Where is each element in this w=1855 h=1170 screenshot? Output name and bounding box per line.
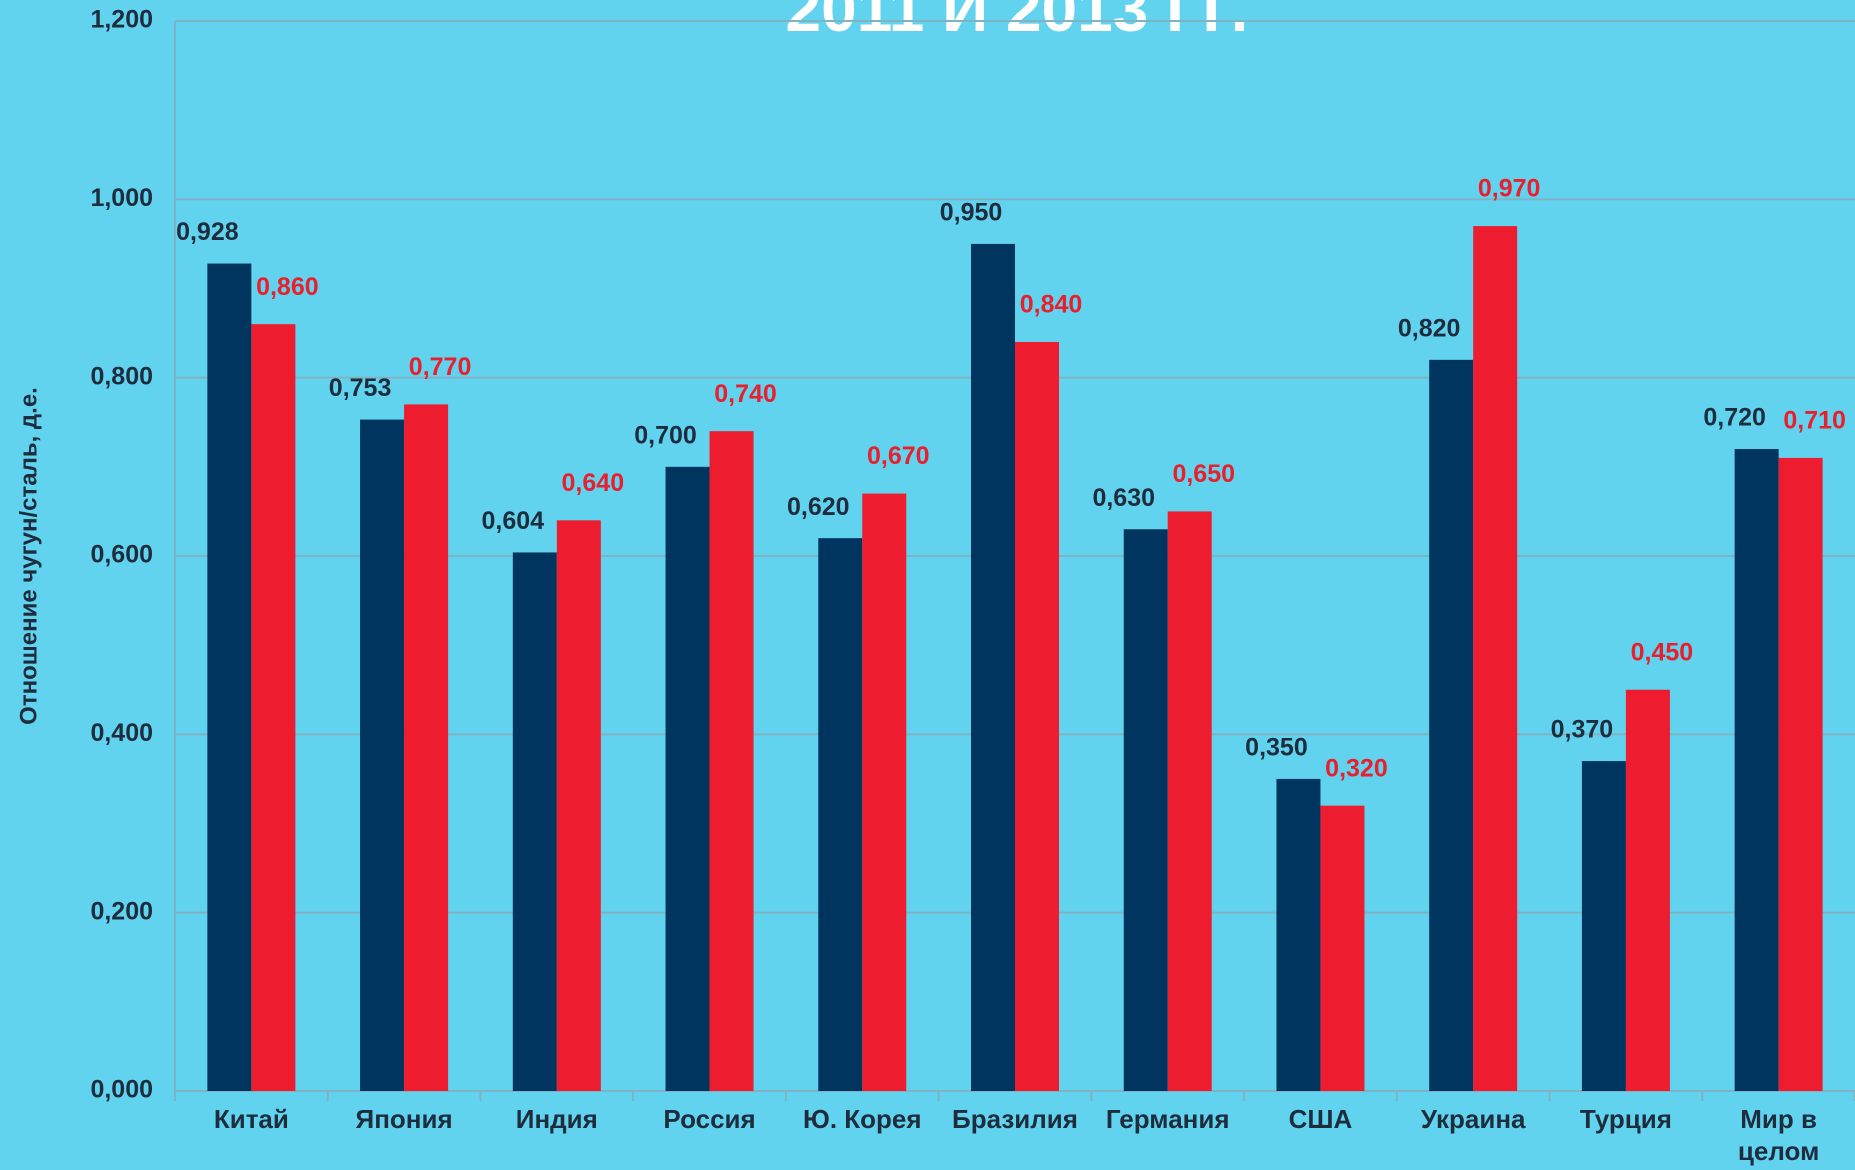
value-label: 0,350 bbox=[1245, 734, 1308, 762]
value-label: 0,320 bbox=[1325, 754, 1388, 782]
y-tick-label: 0,400 bbox=[90, 719, 153, 747]
bar bbox=[1625, 689, 1670, 1091]
x-tick-label: Китай bbox=[213, 1104, 289, 1134]
y-tick-label: 1,000 bbox=[90, 184, 153, 212]
bar bbox=[1123, 529, 1168, 1091]
bar bbox=[665, 466, 710, 1091]
bar bbox=[512, 552, 557, 1091]
x-tick-label: Турция bbox=[1579, 1104, 1672, 1134]
bar bbox=[818, 538, 863, 1091]
bar bbox=[1778, 457, 1823, 1092]
bar bbox=[360, 419, 405, 1091]
x-tick-label: Украина bbox=[1420, 1104, 1526, 1134]
bar bbox=[1429, 359, 1474, 1091]
y-tick-label: 0,600 bbox=[90, 541, 153, 569]
x-tick-label: Япония bbox=[355, 1104, 453, 1134]
y-tick-label: 0,800 bbox=[90, 362, 153, 390]
y-tick-label: 0,200 bbox=[90, 897, 153, 925]
value-label: 0,710 bbox=[1783, 407, 1846, 435]
value-label: 0,928 bbox=[176, 218, 239, 246]
value-label: 0,840 bbox=[1020, 291, 1083, 319]
value-label: 0,650 bbox=[1172, 460, 1235, 488]
y-tick-label: 1,200 bbox=[90, 6, 153, 34]
value-label: 0,640 bbox=[562, 469, 625, 497]
value-label: 0,860 bbox=[256, 273, 319, 301]
x-tick-label: Ю. Корея bbox=[803, 1104, 922, 1134]
bar bbox=[1734, 449, 1779, 1091]
bar bbox=[1276, 778, 1321, 1091]
value-label: 0,753 bbox=[329, 374, 392, 402]
bar bbox=[207, 263, 252, 1091]
x-tick-label: Мир в целом bbox=[1737, 1104, 1820, 1166]
value-label: 0,820 bbox=[1398, 314, 1461, 342]
bar bbox=[251, 324, 296, 1092]
bar bbox=[1167, 511, 1212, 1092]
value-label: 0,950 bbox=[940, 199, 1003, 227]
bar bbox=[971, 243, 1015, 1091]
bar bbox=[556, 520, 601, 1091]
value-label: 0,630 bbox=[1092, 484, 1155, 512]
bar bbox=[1320, 805, 1365, 1091]
value-label: 0,720 bbox=[1703, 404, 1766, 432]
x-tick-label: Индия bbox=[515, 1104, 598, 1134]
x-tick-label: США bbox=[1288, 1104, 1353, 1134]
value-label: 0,450 bbox=[1631, 638, 1694, 666]
value-label: 0,620 bbox=[787, 493, 850, 521]
value-label: 0,970 bbox=[1478, 175, 1541, 203]
bar bbox=[709, 431, 754, 1092]
x-tick-label: Россия bbox=[663, 1104, 756, 1134]
bar bbox=[1581, 761, 1626, 1091]
bar bbox=[404, 404, 449, 1092]
value-label: 0,670 bbox=[867, 442, 930, 470]
chart-title: 2011 И 2013 ГГ. bbox=[786, 0, 1249, 45]
x-tick-label: Германия bbox=[1105, 1104, 1230, 1134]
y-axis-label: Отношение чугун/сталь, д.е. bbox=[15, 387, 42, 725]
value-label: 0,370 bbox=[1551, 716, 1614, 744]
bar bbox=[1015, 342, 1059, 1091]
bar bbox=[862, 493, 907, 1091]
value-label: 0,604 bbox=[482, 507, 545, 535]
value-label: 0,740 bbox=[714, 380, 777, 408]
value-label: 0,700 bbox=[634, 421, 697, 449]
y-tick-label: 0,000 bbox=[90, 1076, 153, 1104]
x-tick-label: Бразилия bbox=[952, 1104, 1078, 1134]
value-label: 0,770 bbox=[409, 353, 472, 381]
bar bbox=[1473, 226, 1518, 1092]
